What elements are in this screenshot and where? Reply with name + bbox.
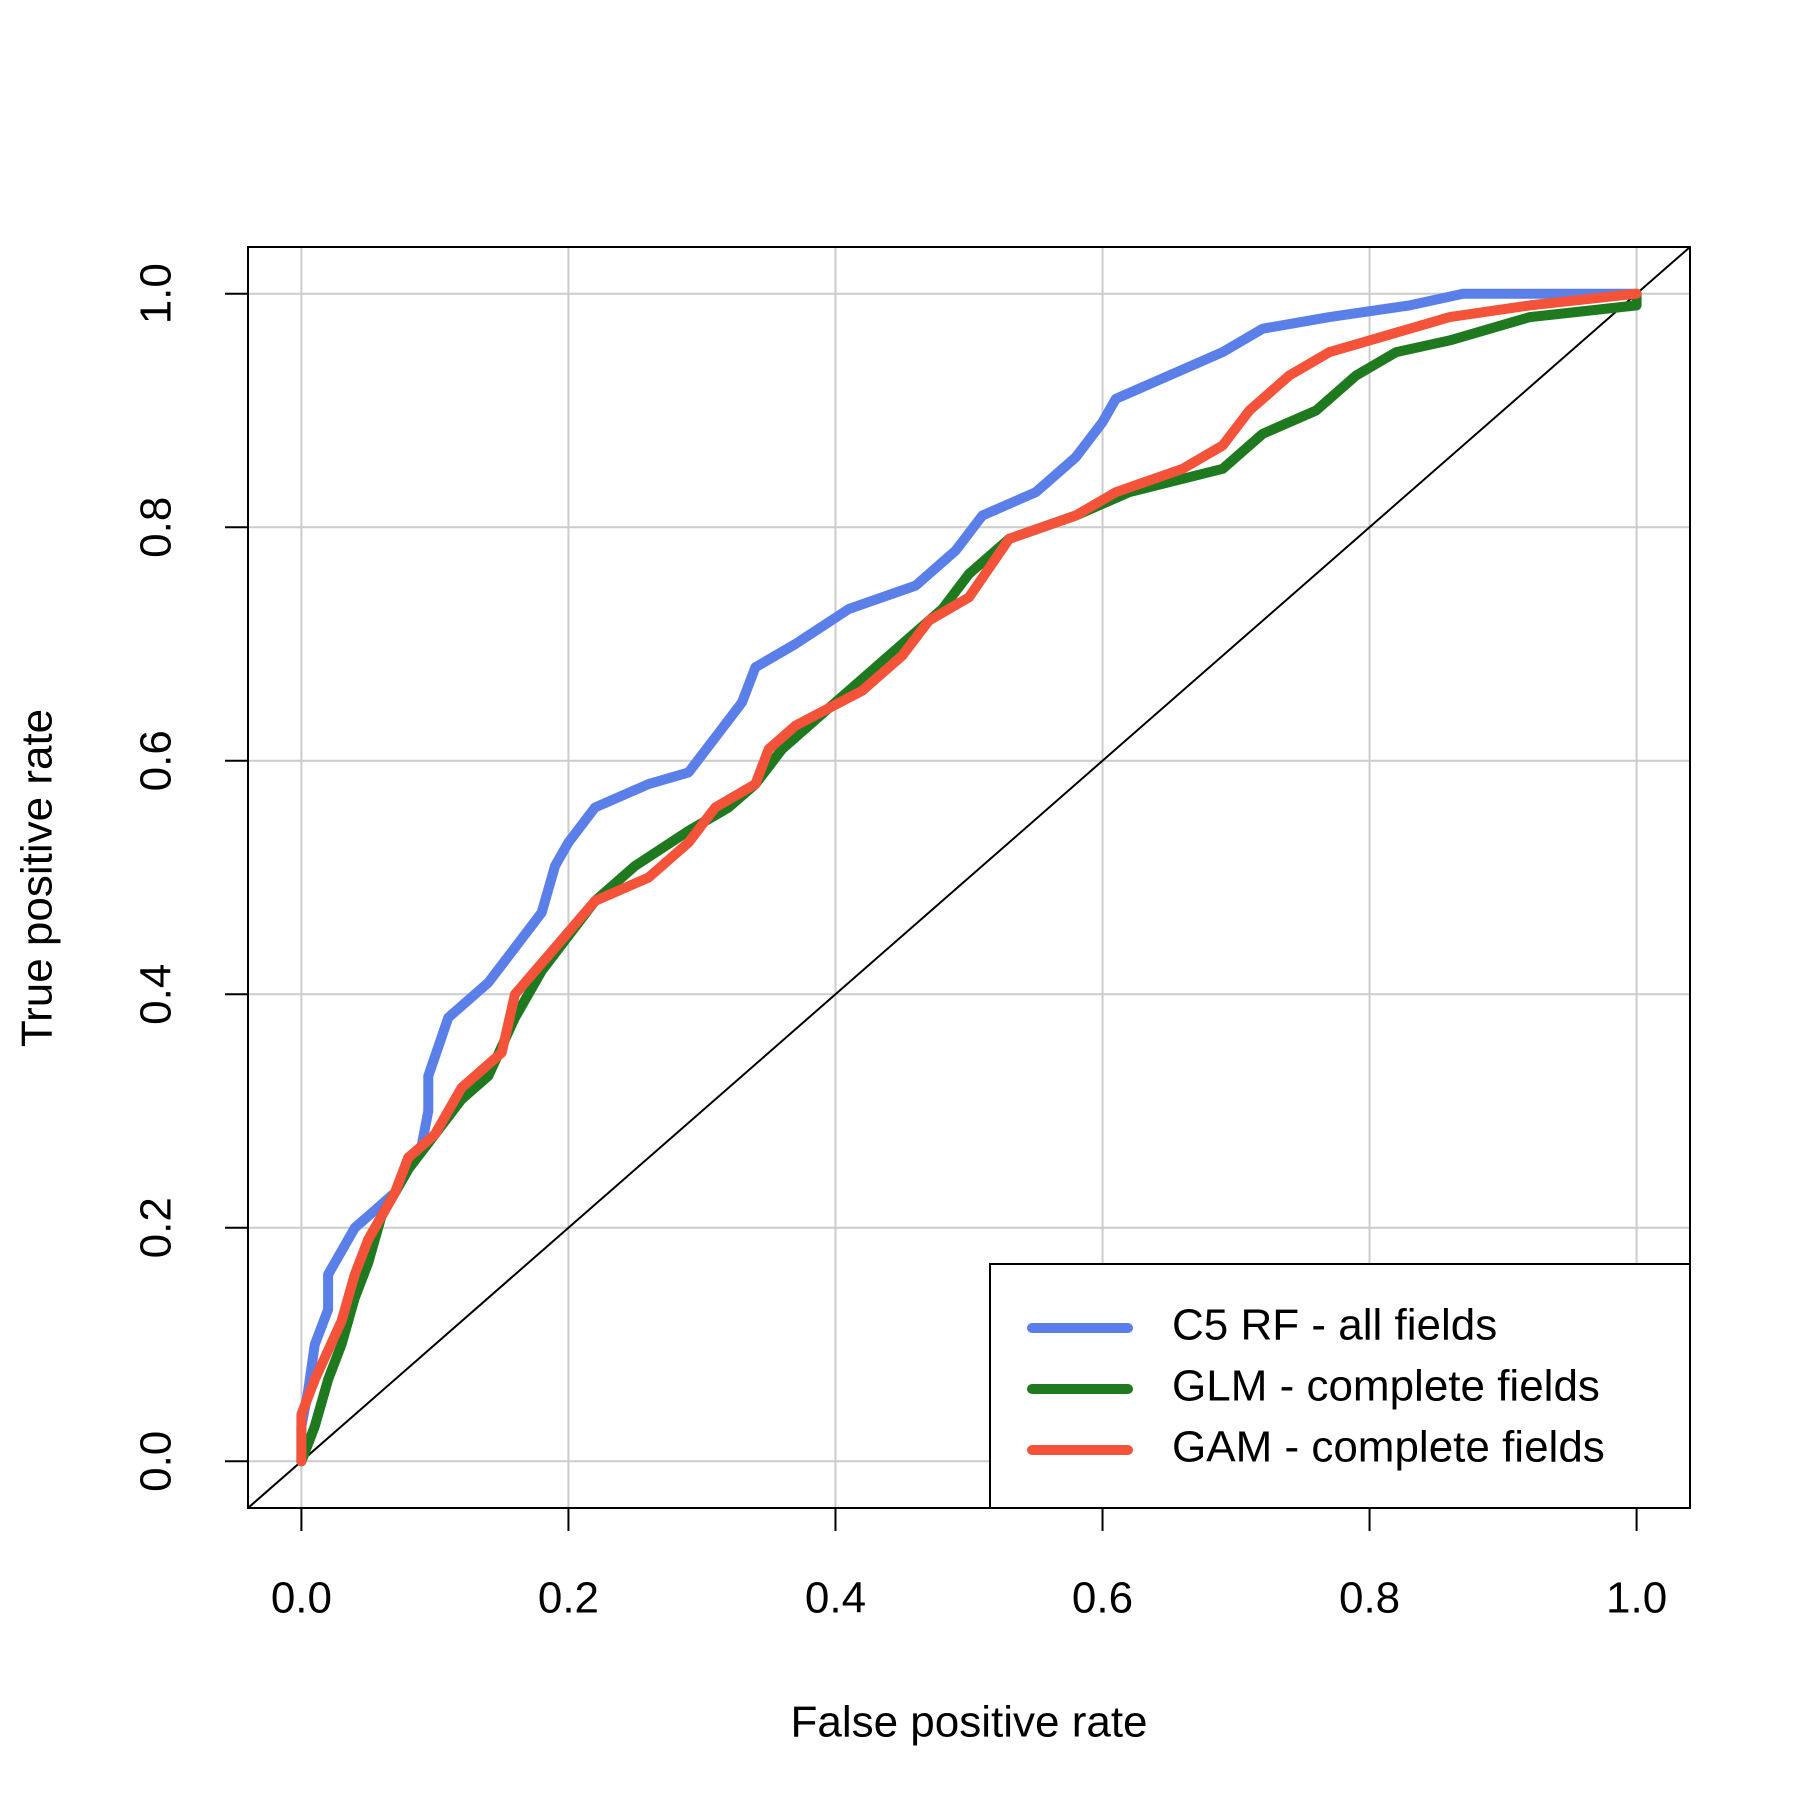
y-tick-label: 0.8 — [132, 497, 181, 558]
roc-line — [296, 288, 1642, 1467]
y-tick-label: 1.0 — [132, 263, 181, 324]
x-axis-title: False positive rate — [790, 1698, 1147, 1747]
x-tick-label: 1.0 — [1606, 1574, 1667, 1623]
y-tick-label: 0.0 — [132, 1431, 181, 1492]
x-tick-label: 0.8 — [1339, 1574, 1400, 1623]
legend-label: GAM - complete fields — [1172, 1423, 1605, 1472]
y-tick-label: 0.4 — [132, 964, 181, 1025]
reference-diagonal — [248, 247, 1690, 1508]
legend: C5 RF - all fields GLM - complete fields G… — [989, 1263, 1691, 1509]
x-tick-label: 0.4 — [805, 1574, 866, 1623]
y-tick-label: 0.6 — [132, 730, 181, 791]
roc-line — [296, 288, 1642, 1467]
x-tick-label: 0.2 — [538, 1574, 599, 1623]
legend-label: GLM - complete fields — [1172, 1362, 1600, 1411]
legend-label: C5 RF - all fields — [1172, 1301, 1497, 1350]
x-tick-label: 0.0 — [271, 1574, 332, 1623]
y-tick-label: 0.2 — [132, 1197, 181, 1258]
plot-frame — [247, 246, 1691, 1509]
y-axis-title: True positive rate — [13, 709, 62, 1047]
x-tick-label: 0.6 — [1072, 1574, 1133, 1623]
